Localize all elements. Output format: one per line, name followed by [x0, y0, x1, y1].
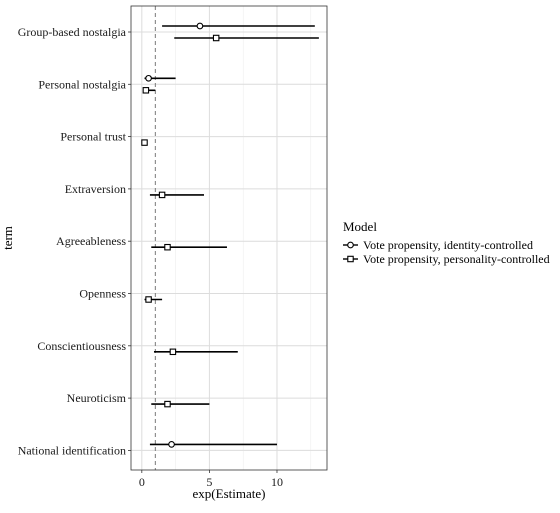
legend-key-square [347, 255, 354, 263]
panel-border [130, 5, 328, 471]
y-tick-label: Personal trust [60, 130, 126, 144]
x-axis-title: exp(Estimate) [193, 486, 266, 501]
estimate-point-square [158, 191, 166, 199]
legend-key-circle [347, 241, 354, 249]
x-tick-label: 0 [139, 475, 145, 489]
estimate-point-circle [196, 22, 204, 30]
x-tick-label: 10 [271, 475, 283, 489]
panel-background [131, 6, 327, 470]
y-tick-label: Openness [79, 287, 126, 301]
estimate-point-circle [145, 74, 152, 82]
y-tick-label: National identification [18, 443, 126, 457]
estimate-point-square [145, 296, 152, 303]
y-axis-title: term [0, 226, 15, 250]
estimate-point-square [141, 139, 148, 146]
legend-label: Vote propensity, identity-controlled [363, 238, 533, 252]
legend-title: Model [343, 219, 377, 234]
y-tick-label: Group-based nostalgia [18, 25, 127, 39]
estimate-point-square [212, 34, 220, 42]
estimate-point-square [169, 348, 177, 356]
y-tick-label: Extraversion [65, 182, 126, 196]
marks [141, 22, 319, 448]
y-tick-label: Neuroticism [67, 391, 127, 405]
estimate-point-square [164, 243, 171, 251]
legend-label: Vote propensity, personality-controlled [363, 252, 550, 266]
y-tick-label: Personal nostalgia [38, 77, 126, 91]
estimate-point-circle [168, 441, 175, 448]
legend-items: Vote propensity, identity-controlledVote… [343, 238, 550, 266]
y-tick-labels: Group-based nostalgia Personal nostalgia P… [18, 25, 131, 457]
estimate-point-square [142, 87, 150, 94]
grid [131, 6, 327, 470]
x-tick-label: 5 [206, 475, 212, 489]
estimate-point-square [164, 400, 171, 408]
y-tick-label: Conscientiousness [37, 339, 126, 353]
legend: Model Vote propensity, identity-controll… [343, 219, 550, 266]
x-tick-labels: 0 5 10 [139, 470, 283, 489]
y-tick-label: Agreeableness [56, 234, 126, 248]
